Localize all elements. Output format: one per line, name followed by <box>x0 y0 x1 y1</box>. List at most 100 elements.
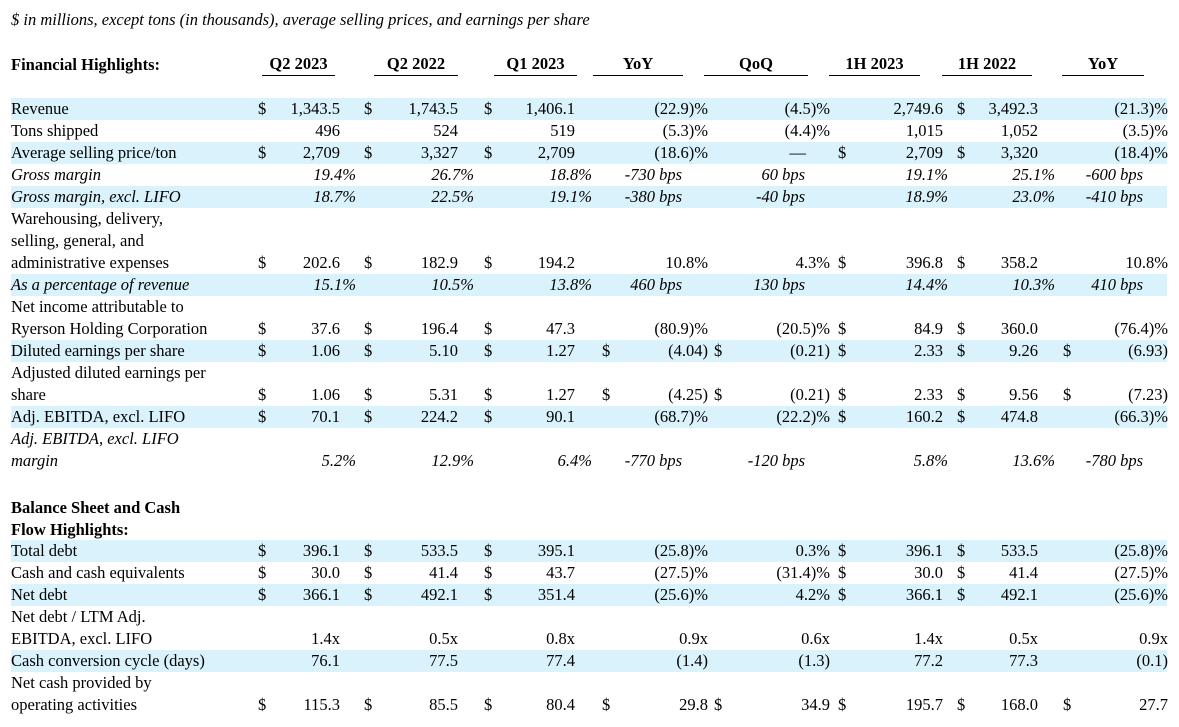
table-cell: (4.25) <box>668 385 708 404</box>
table-cell: 196.4 <box>420 319 458 338</box>
table-row: Net debt $366.1 $492.1 $351.4 (25.6)% 4.2% $36… <box>0 584 1179 606</box>
row-label: Net income attributable to Ryerson Holdin… <box>11 297 208 338</box>
currency-symbol: $ <box>258 143 267 162</box>
currency-symbol: $ <box>957 407 966 426</box>
table-cell: 366.1 <box>302 585 340 604</box>
table-cell: 5.8% <box>913 451 948 470</box>
table-cell: 1.27 <box>546 385 575 404</box>
currency-symbol: $ <box>838 695 847 714</box>
table-cell: 474.8 <box>1000 407 1038 426</box>
table-cell: (20.5)% <box>776 319 830 338</box>
table-cell: 19.1% <box>905 165 948 184</box>
table-cell: (18.6)% <box>654 143 708 162</box>
table-cell: 395.1 <box>537 541 575 560</box>
currency-symbol: $ <box>957 341 966 360</box>
table-cell: 26.7% <box>431 165 474 184</box>
table-row: Warehousing, delivery, selling, general, … <box>0 208 1179 274</box>
currency-symbol: $ <box>258 541 267 560</box>
table-cell: 533.5 <box>1000 541 1038 560</box>
table-cell: 2.33 <box>914 341 943 360</box>
table-row: Cash conversion cycle (days) 76.1 77.5 77.4… <box>0 650 1179 672</box>
currency-symbol: $ <box>484 541 493 560</box>
table-cell: 492.1 <box>420 585 458 604</box>
table-cell: 9.56 <box>1009 385 1038 404</box>
currency-symbol: $ <box>364 99 373 118</box>
table-cell: 0.5x <box>1009 629 1038 648</box>
currency-symbol: $ <box>258 695 267 714</box>
table-cell: -410 bps <box>1085 187 1143 206</box>
table-cell: 195.7 <box>905 695 943 714</box>
table-cell: (25.8)% <box>1114 541 1168 560</box>
row-label: Tons shipped <box>11 121 99 140</box>
table-row: Diluted earnings per share $1.06 $5.10 $1.2… <box>0 340 1179 362</box>
currency-symbol: $ <box>364 143 373 162</box>
table-cell: 1.27 <box>546 341 575 360</box>
currency-symbol: $ <box>364 585 373 604</box>
currency-symbol: $ <box>838 585 847 604</box>
table-cell: 37.6 <box>311 319 340 338</box>
row-label: Gross margin, excl. LIFO <box>11 187 181 206</box>
table-cell: (5.3)% <box>662 121 708 140</box>
column-header: YoY <box>1062 54 1144 76</box>
row-label: Net cash provided by operating activities <box>11 673 152 714</box>
table-cell: 194.2 <box>537 253 575 272</box>
currency-symbol: $ <box>484 563 493 582</box>
table-cell: 23.0% <box>1012 187 1055 206</box>
currency-symbol: $ <box>364 319 373 338</box>
table-cell: 533.5 <box>420 541 458 560</box>
table-cell: (18.4)% <box>1114 143 1168 162</box>
currency-symbol: $ <box>258 385 267 404</box>
table-cell: 2,749.6 <box>893 99 944 118</box>
table-cell: (76.4)% <box>1114 319 1168 338</box>
table-cell: -600 bps <box>1085 165 1143 184</box>
table-cell: 360.0 <box>1000 319 1038 338</box>
table-cell: (4.4)% <box>784 121 830 140</box>
currency-symbol: $ <box>1063 341 1072 360</box>
table-cell: (0.1) <box>1136 651 1168 670</box>
table-cell: 30.0 <box>311 563 340 582</box>
table-cell: (3.5)% <box>1122 121 1168 140</box>
currency-symbol: $ <box>957 695 966 714</box>
table-cell: 524 <box>433 121 458 140</box>
table-row: Gross margin 19.4% 26.7% 18.8% -730 bps 60 bp… <box>0 164 1179 186</box>
currency-symbol: $ <box>957 253 966 272</box>
table-cell: 1.4x <box>311 629 340 648</box>
table-cell: 1.4x <box>914 629 943 648</box>
row-label: Net debt <box>11 585 68 604</box>
currency-symbol: $ <box>838 253 847 272</box>
table-cell: 18.7% <box>313 187 356 206</box>
currency-symbol: $ <box>258 341 267 360</box>
table-cell: 182.9 <box>420 253 458 272</box>
section-title-line: Flow Highlights: <box>11 520 129 539</box>
table-cell: (22.2)% <box>776 407 830 426</box>
currency-symbol: $ <box>957 541 966 560</box>
table-cell: (7.23) <box>1128 385 1168 404</box>
table-cell: 496 <box>315 121 340 140</box>
row-label: Gross margin <box>11 165 102 184</box>
table-cell: 14.4% <box>905 275 948 294</box>
table-cell: 366.1 <box>905 585 943 604</box>
currency-symbol: $ <box>838 341 847 360</box>
table-cell: 76.1 <box>311 651 340 670</box>
currency-symbol: $ <box>484 143 493 162</box>
table-cell: 25.1% <box>1012 165 1055 184</box>
table-cell: 34.9 <box>801 695 830 714</box>
table-cell: 0.8x <box>546 629 575 648</box>
column-header: 1H 2023 <box>829 54 920 76</box>
table-cell: 410 bps <box>1091 275 1143 294</box>
table-cell: 22.5% <box>431 187 474 206</box>
table-cell: 202.6 <box>302 253 340 272</box>
currency-symbol: $ <box>364 407 373 426</box>
table-cell: 0.9x <box>1139 629 1168 648</box>
table-cell: 47.3 <box>546 319 575 338</box>
table-cell: 60 bps <box>761 165 805 184</box>
row-label: As a percentage of revenue <box>11 275 190 294</box>
table-cell: 6.4% <box>557 451 592 470</box>
currency-symbol: $ <box>602 385 611 404</box>
currency-symbol: $ <box>1063 385 1072 404</box>
row-label: Net debt / LTM Adj. EBITDA, excl. LIFO <box>11 607 153 648</box>
table-cell: 1,052 <box>1000 121 1038 140</box>
table-cell: (1.4) <box>676 651 708 670</box>
table-cell: 1,743.5 <box>408 99 459 118</box>
table-cell: 0.9x <box>679 629 708 648</box>
